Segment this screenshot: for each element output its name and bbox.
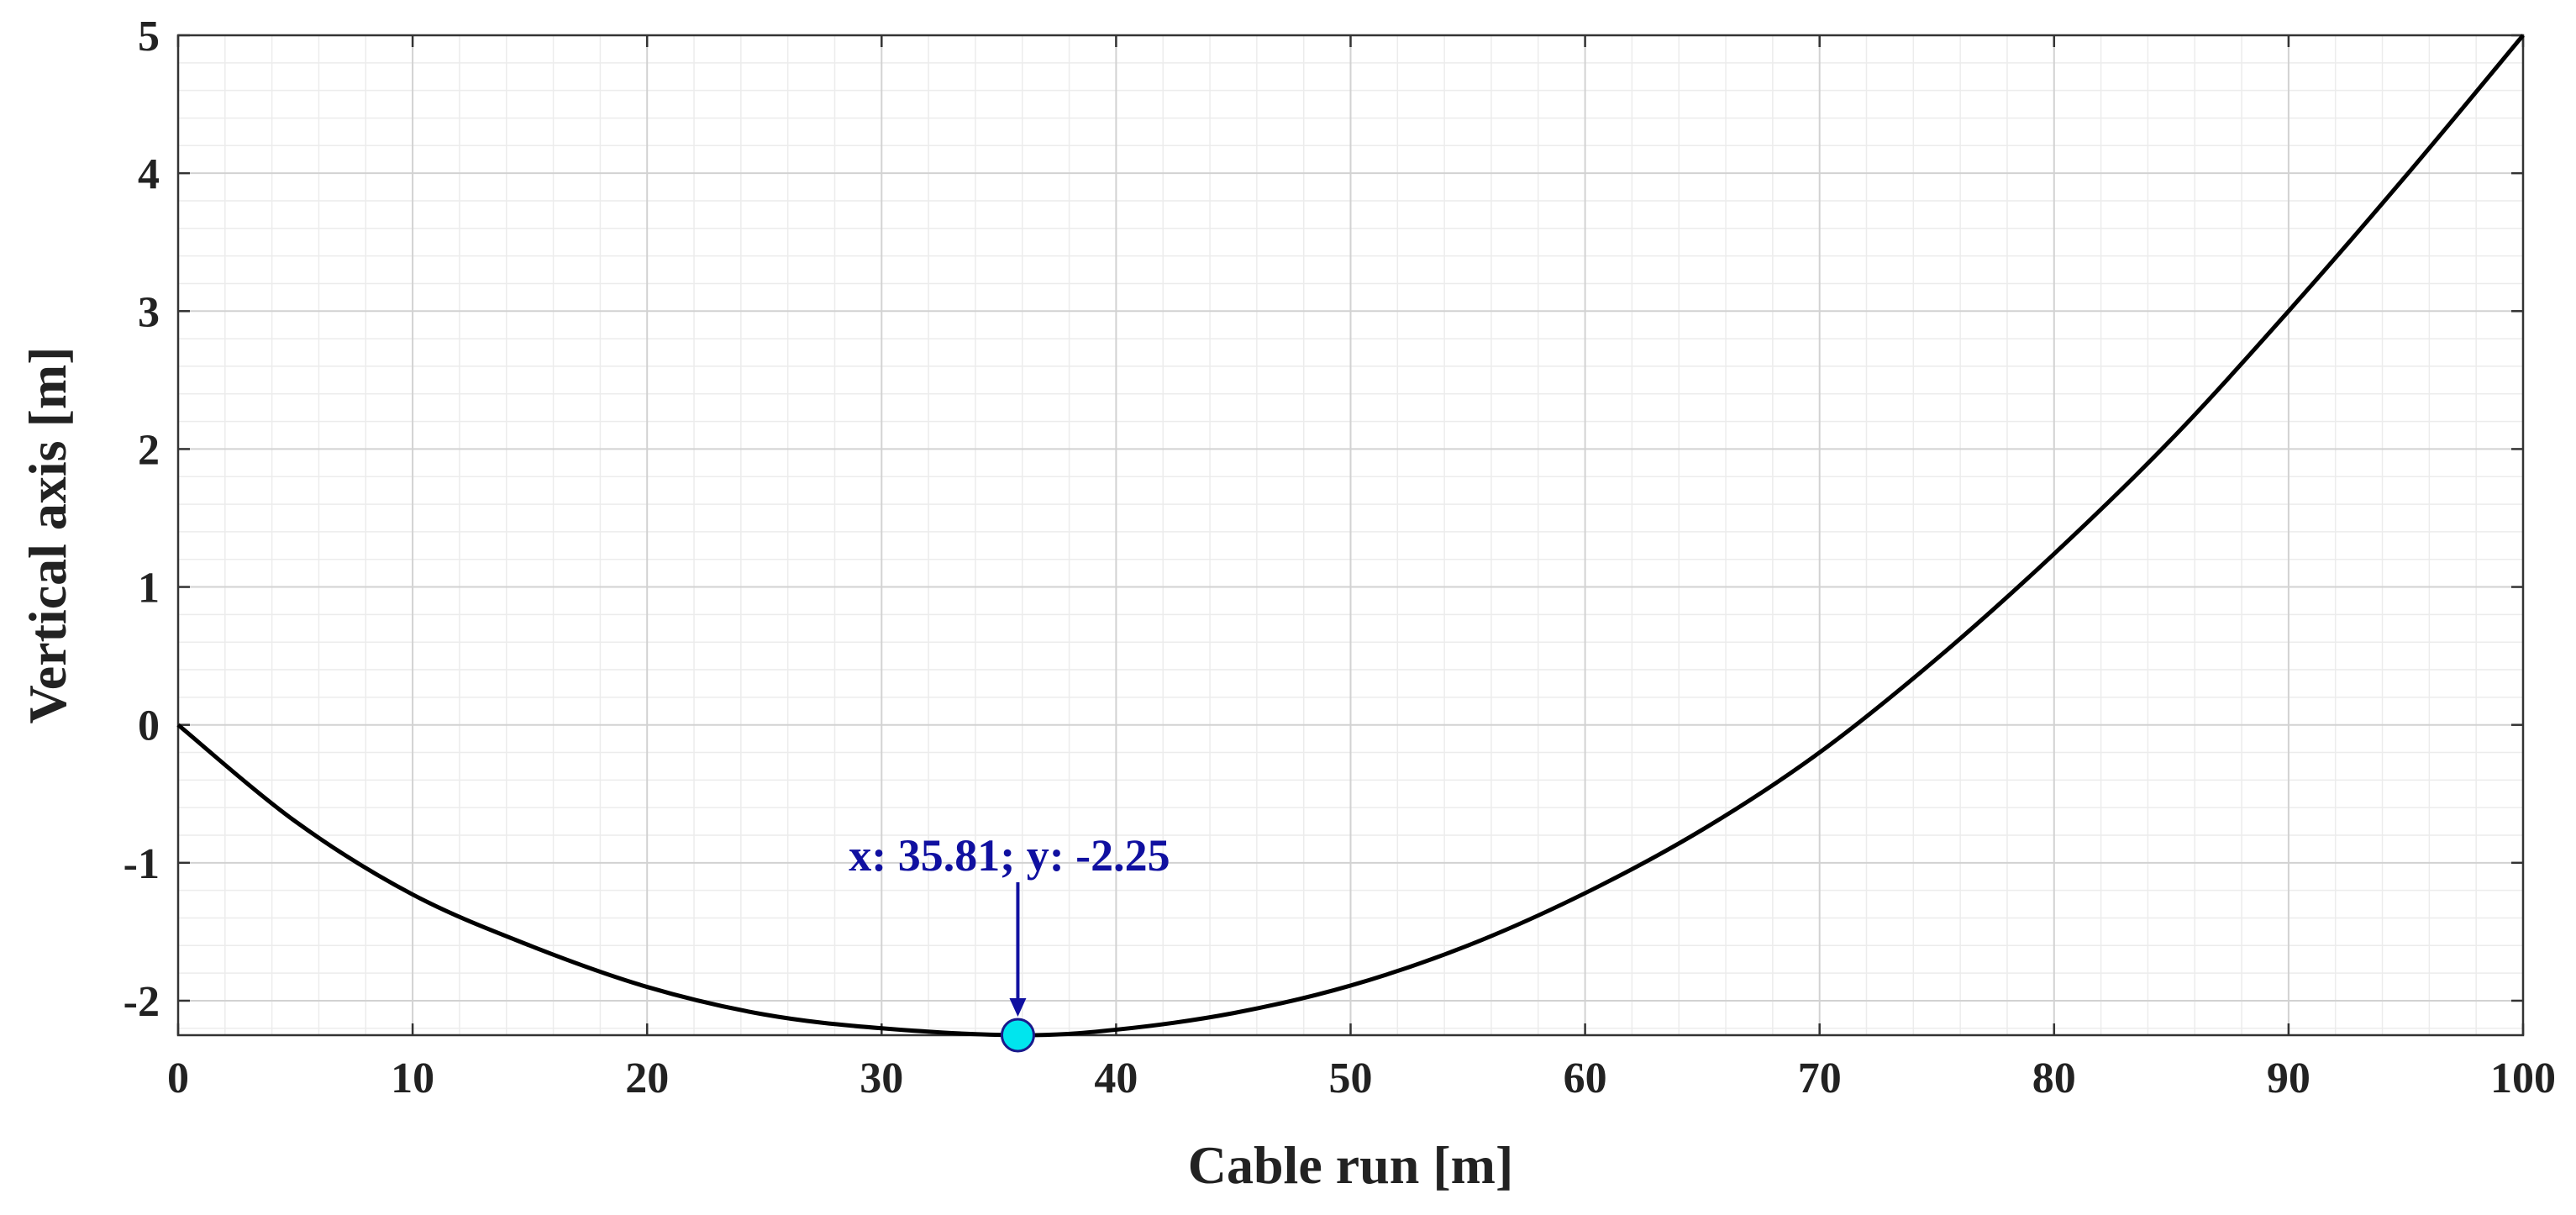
annotation-label: x: 35.81; y: -2.25 xyxy=(849,830,1170,881)
major-grid xyxy=(177,34,2524,1035)
x-tick-label: 60 xyxy=(1564,1055,1607,1102)
x-tick-label: 0 xyxy=(167,1055,189,1102)
y-tick-label: 5 xyxy=(138,13,160,60)
y-tick-label: 4 xyxy=(138,150,160,198)
minimum-point-marker xyxy=(1000,1018,1035,1053)
tick-marks xyxy=(176,34,2525,1035)
x-tick-label: 50 xyxy=(1329,1055,1373,1102)
x-tick-label: 10 xyxy=(391,1055,434,1102)
x-tick-label: 30 xyxy=(860,1055,903,1102)
y-tick-label: 1 xyxy=(138,565,160,613)
y-axis-title: Vertical axis [m] xyxy=(18,346,77,723)
y-tick-label: -1 xyxy=(124,840,160,888)
y-tick-label: 3 xyxy=(138,288,160,336)
annotation-arrowhead xyxy=(1009,998,1027,1017)
series-line-cable xyxy=(176,34,2525,1038)
x-tick-label: 90 xyxy=(2267,1055,2311,1102)
x-tick-label: 70 xyxy=(1798,1055,1842,1102)
y-tick-label: 2 xyxy=(138,426,160,474)
y-tick-label: 0 xyxy=(138,702,160,750)
y-tick-label: -2 xyxy=(124,978,160,1026)
x-tick-label: 20 xyxy=(625,1055,669,1102)
x-tick-label: 80 xyxy=(2032,1055,2076,1102)
y-tick-labels: -2 -1 0 1 2 3 4 5 xyxy=(124,13,160,1026)
x-tick-label: 40 xyxy=(1094,1055,1138,1102)
x-axis-title: Cable run [m] xyxy=(1188,1135,1514,1195)
x-tick-labels: 0 10 20 30 40 50 60 70 80 90 100 xyxy=(167,1055,2556,1102)
x-tick-label: 100 xyxy=(2490,1055,2556,1102)
